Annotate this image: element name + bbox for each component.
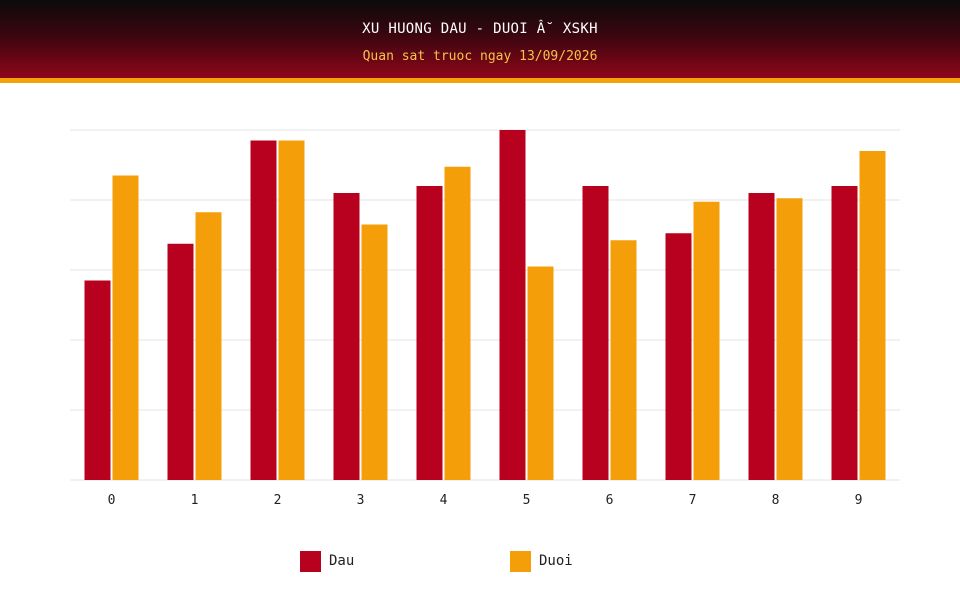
bar-duoi-1[interactable] [195,212,222,480]
legend-item-duoi[interactable]: Duoi [510,550,573,572]
bar-duoi-9[interactable] [859,151,886,480]
bar-dau-9[interactable] [831,186,858,480]
x-tick-label-2: 2 [274,493,282,508]
chart-header: XU HUONG DAU - DUOI Â˘ XSKH Quan sat tru… [0,0,960,78]
header-accent-strip [0,78,960,83]
bar-dau-7[interactable] [665,233,692,480]
bar-duoi-5[interactable] [527,266,554,481]
legend-item-dau[interactable]: Dau [300,550,354,572]
legend-label-dau: Dau [329,553,355,569]
bar-duoi-2[interactable] [278,140,305,481]
bar-duoi-6[interactable] [610,240,637,480]
x-tick-label-7: 7 [689,493,697,508]
bar-dau-8[interactable] [748,193,775,480]
x-tick-label-3: 3 [357,493,365,508]
x-tick-label-5: 5 [523,493,531,508]
bar-dau-4[interactable] [416,186,443,480]
bar-dau-6[interactable] [582,186,609,480]
bar-duoi-7[interactable] [693,201,720,480]
x-tick-label-9: 9 [855,493,863,508]
bar-duoi-3[interactable] [361,224,388,481]
legend-swatch-duoi [510,550,531,572]
bar-duoi-4[interactable] [444,166,471,480]
x-tick-label-6: 6 [606,493,614,508]
chart-subtitle: Quan sat truoc ngay 13/09/2026 [362,49,598,64]
bar-dau-3[interactable] [333,193,360,480]
bar-dau-2[interactable] [250,140,277,481]
x-tick-label-0: 0 [108,493,116,508]
x-tick-label-1: 1 [191,493,199,508]
legend-swatch-dau [300,550,321,572]
bar-dau-0[interactable] [84,280,111,481]
x-tick-label-4: 4 [440,493,448,508]
legend-label-duoi: Duoi [539,553,573,569]
chart-title: XU HUONG DAU - DUOI Â˘ XSKH [362,21,598,37]
bar-dau-5[interactable] [499,130,526,480]
x-tick-label-8: 8 [772,493,780,508]
bar-dau-1[interactable] [167,243,194,480]
bar-duoi-0[interactable] [112,175,139,481]
bar-duoi-8[interactable] [776,198,803,480]
